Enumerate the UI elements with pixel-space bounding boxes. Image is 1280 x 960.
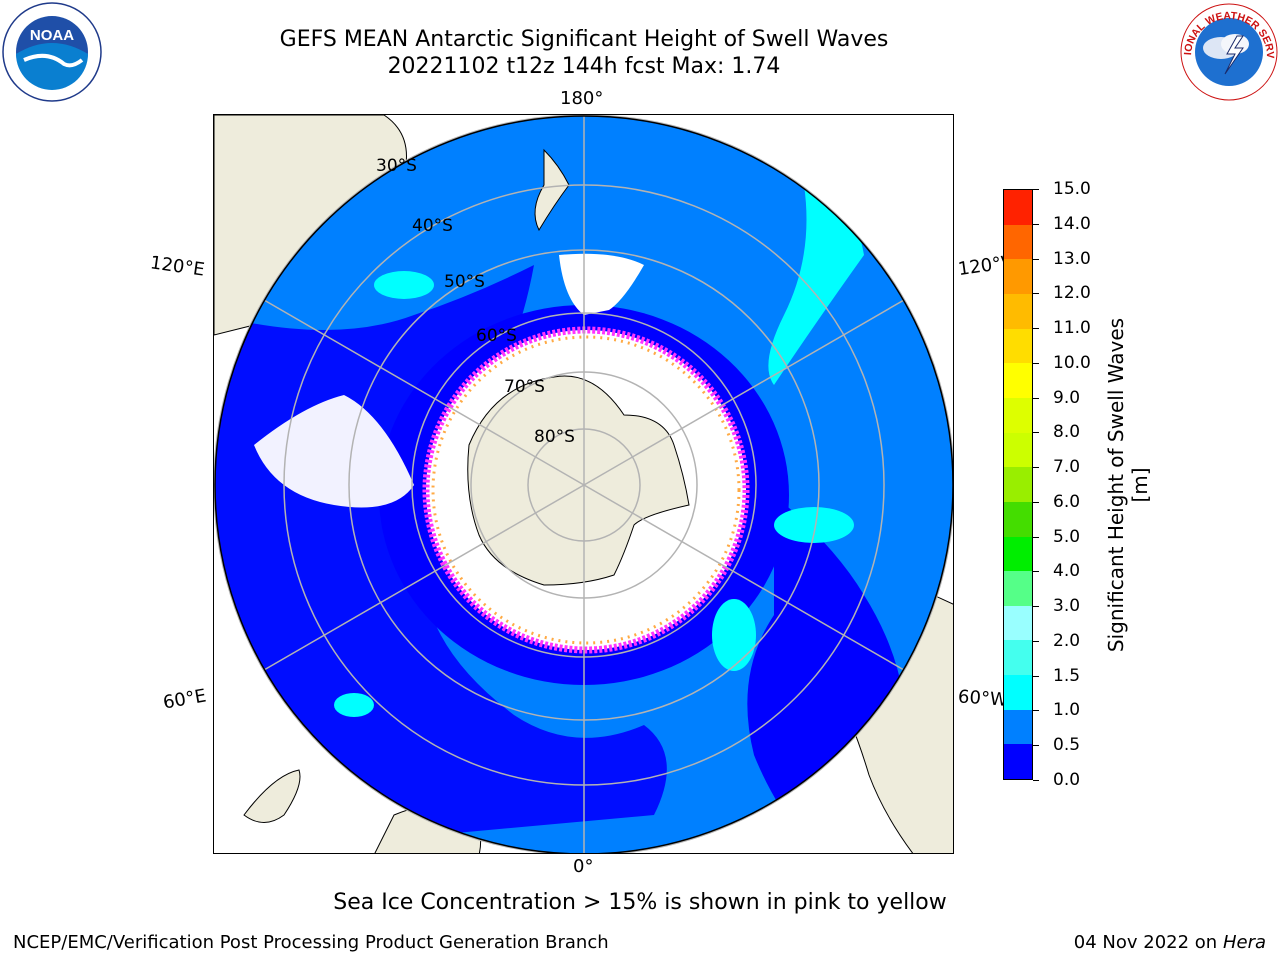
page-title: GEFS MEAN Antarctic Significant Height o…	[279, 27, 889, 52]
footer-date-text: 04 Nov 2022 on	[1073, 932, 1218, 953]
colorbar-tick-label: 1.5	[1053, 665, 1081, 686]
colorbar-tick-label: 3.0	[1053, 596, 1081, 617]
colorbar-tick-label: 5.0	[1053, 526, 1081, 547]
swell-1.0-1.5-patch-1	[768, 185, 864, 385]
colorbar-tick-label: 7.0	[1053, 457, 1081, 478]
sea-ice-west	[254, 395, 414, 508]
colorbar-segment	[1004, 605, 1032, 641]
colorbar-segment	[1004, 536, 1032, 572]
swell-1.0-1.5-patch-3	[774, 507, 854, 543]
colorbar-tick-label: 8.0	[1053, 422, 1081, 443]
colorbar-tick-label: 0.5	[1053, 735, 1081, 756]
lat-label-80: 80°S	[534, 427, 575, 447]
swell-1.0-1.5-patch-5	[334, 693, 374, 717]
colorbar-segment	[1004, 294, 1032, 329]
forecast-subtitle: 20221102 t12z 144h fcst Max: 1.74	[387, 54, 781, 79]
colorbar-segment	[1004, 675, 1032, 710]
colorbar-segment	[1004, 432, 1032, 468]
colorbar-segment	[1004, 501, 1032, 537]
colorbar-tick-label: 2.0	[1053, 630, 1081, 651]
footer-credit: NCEP/EMC/Verification Post Processing Pr…	[13, 932, 609, 953]
ice-edge-pink	[422, 326, 750, 654]
colorbar-segment	[1004, 709, 1032, 745]
colorbar-label: Significant Height of Swell Waves [m]	[1104, 317, 1152, 653]
ice-edge-orange	[431, 335, 741, 645]
lon-label-60e: 60°E	[161, 685, 208, 714]
colorbar-segment	[1004, 397, 1032, 433]
lat-label-40: 40°S	[412, 216, 453, 236]
polar-map: 30°S 40°S 50°S 60°S 70°S 80°S	[213, 114, 954, 854]
colorbar-tick-label: 9.0	[1053, 387, 1081, 408]
colorbar-segment	[1004, 363, 1032, 398]
lat-label-30: 30°S	[376, 156, 417, 176]
lon-label-120w: 120°W	[956, 252, 1006, 281]
map-boundary	[214, 115, 953, 853]
colorbar-tick-label: 10.0	[1053, 352, 1091, 373]
colorbar-tick-label: 11.0	[1053, 318, 1091, 339]
colorbar-segment	[1004, 744, 1032, 779]
lat-label-50: 50°S	[444, 272, 485, 292]
colorbar-segment	[1004, 640, 1032, 676]
lon-label-60w: 60°W	[957, 686, 1005, 711]
swell-1.0-1.5-patch-4	[374, 271, 434, 299]
lon-label-120e: 120°E	[148, 252, 206, 281]
colorbar-tick-label: 4.0	[1053, 561, 1081, 582]
land-madagascar	[243, 769, 301, 823]
noaa-logo-text: NOAA	[30, 27, 74, 44]
colorbar-tick-label: 12.0	[1053, 283, 1091, 304]
colorbar-tick-label: 0.0	[1053, 770, 1081, 790]
sea-ice-note: Sea Ice Concentration > 15% is shown in …	[333, 890, 947, 915]
colorbar-segment	[1004, 190, 1032, 225]
colorbar-segment	[1004, 224, 1032, 260]
swell-1.0-1.5-patch-2	[712, 599, 756, 671]
colorbar-segment	[1004, 328, 1032, 364]
colorbar-ticks: 0.0 0.5 1.0 1.5 2.0 3.0 4.0 5.0 6.0 7.0 8.0 9.0 10.0…	[1033, 179, 1093, 790]
colorbar-segment	[1004, 259, 1032, 295]
sea-ice-pacific	[559, 253, 644, 315]
colorbar-tick-label: 6.0	[1053, 491, 1081, 512]
footer-host: Hera	[1222, 932, 1266, 953]
lon-label-180: 180°	[560, 88, 604, 109]
land-new-zealand	[534, 148, 570, 232]
graticule	[214, 115, 953, 853]
footer-date: 04 Nov 2022 on Hera	[1074, 932, 1266, 953]
lat-label-60: 60°S	[476, 326, 517, 346]
colorbar-segment	[1004, 467, 1032, 502]
colorbar-tick-label: 14.0	[1053, 213, 1091, 234]
colorbar	[1003, 189, 1033, 780]
lat-label-70: 70°S	[504, 377, 545, 397]
polar-map-canvas: 30°S 40°S 50°S 60°S 70°S 80°S	[214, 115, 953, 853]
colorbar-tick-label: 13.0	[1053, 248, 1091, 269]
colorbar-tick-label: 15.0	[1053, 179, 1091, 199]
noaa-logo: NOAA	[2, 2, 102, 102]
lon-label-0: 0°	[573, 856, 594, 877]
colorbar-segment	[1004, 571, 1032, 606]
land-antarctica	[467, 375, 690, 586]
nws-logo: NATIONAL WEATHER SERVICE	[1178, 2, 1278, 101]
colorbar-tick-label: 1.0	[1053, 700, 1081, 721]
